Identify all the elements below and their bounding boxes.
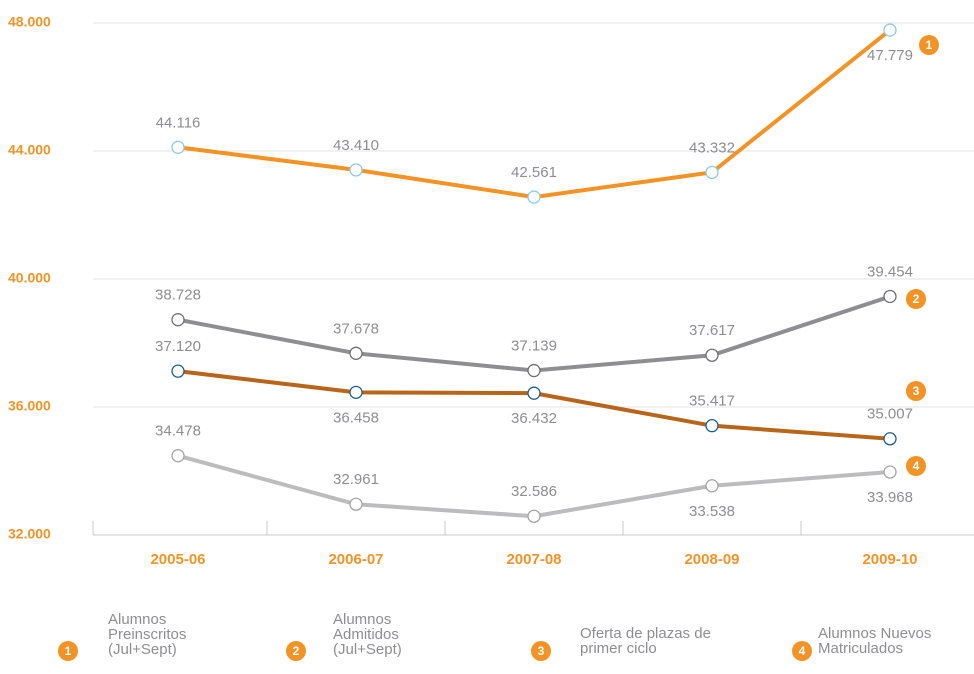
data-label: 37.120 — [155, 338, 201, 355]
data-label: 35.007 — [867, 406, 913, 423]
legend-label: Alumnos Preinscritos (Jul+Sept) — [108, 611, 187, 658]
data-point — [349, 346, 363, 360]
legend-badge-label: 4 — [799, 644, 806, 658]
data-point — [171, 364, 185, 378]
data-point — [349, 385, 363, 399]
legend-badge-label: 1 — [65, 644, 72, 658]
series-badge — [906, 456, 926, 476]
data-point — [527, 386, 541, 400]
data-label: 34.478 — [155, 423, 201, 440]
legend-label: Alumnos Admitidos (Jul+Sept) — [333, 611, 402, 658]
data-point — [527, 363, 541, 378]
x-tick-label: 2007-08 — [506, 551, 561, 568]
x-tick-label: 2009-10 — [862, 551, 917, 568]
data-label: 42.561 — [511, 164, 557, 181]
data-label: 43.332 — [689, 139, 735, 156]
data-label: 35.417 — [689, 393, 735, 410]
data-label: 32.961 — [333, 471, 379, 488]
data-point — [171, 449, 185, 463]
y-tick-label: 32.000 — [8, 526, 51, 542]
data-point — [883, 465, 897, 479]
data-label: 44.116 — [156, 114, 201, 131]
series-badge-label: 2 — [913, 292, 920, 306]
legend-label: Alumnos Nuevos Matriculados — [818, 625, 932, 657]
data-point — [883, 23, 897, 37]
data-label: 43.410 — [333, 137, 379, 154]
y-tick-label: 40.000 — [8, 270, 51, 286]
series-badge-label: 4 — [913, 459, 920, 473]
legend-label: Oferta de plazas de primer ciclo — [580, 625, 711, 657]
legend-badge — [286, 641, 306, 661]
series-badge — [906, 289, 926, 309]
data-label: 37.139 — [511, 338, 557, 355]
data-label: 37.617 — [689, 322, 735, 339]
data-label: 36.458 — [333, 409, 379, 426]
x-tick-label: 2005-06 — [150, 551, 205, 568]
data-point — [883, 289, 897, 304]
legend-badge-label: 3 — [538, 644, 545, 658]
data-point — [527, 190, 541, 204]
legend-badge-label: 2 — [293, 644, 300, 658]
data-point — [705, 348, 719, 362]
series-badge-label: 1 — [926, 38, 933, 52]
x-tick-label: 2008-09 — [684, 551, 739, 568]
data-point — [171, 313, 185, 327]
legend-badge — [792, 641, 812, 661]
series-badge-label: 3 — [913, 384, 920, 398]
y-tick-label: 36.000 — [8, 398, 51, 414]
data-label: 33.968 — [867, 489, 913, 506]
series-badge — [919, 35, 939, 55]
data-label: 39.454 — [867, 263, 913, 280]
data-point — [705, 165, 719, 180]
data-point — [349, 163, 363, 177]
data-label: 36.432 — [511, 410, 557, 427]
data-point — [705, 419, 719, 433]
y-tick-label: 48.000 — [8, 14, 51, 30]
series-line — [177, 294, 891, 373]
data-point — [527, 509, 541, 523]
data-point — [349, 497, 363, 511]
x-tick-label: 2006-07 — [328, 551, 383, 568]
series-line — [177, 369, 891, 441]
data-label: 38.728 — [155, 287, 201, 304]
data-point — [883, 432, 897, 446]
data-label: 33.538 — [689, 503, 735, 520]
data-label: 47.779 — [867, 47, 913, 64]
series-badge — [906, 381, 926, 401]
y-tick-label: 44.000 — [8, 142, 51, 158]
data-label: 32.586 — [511, 483, 557, 500]
data-label: 37.678 — [333, 320, 379, 337]
legend-badge — [58, 641, 78, 661]
data-point — [705, 479, 719, 493]
legend-badge — [531, 641, 551, 661]
data-point — [171, 140, 185, 154]
